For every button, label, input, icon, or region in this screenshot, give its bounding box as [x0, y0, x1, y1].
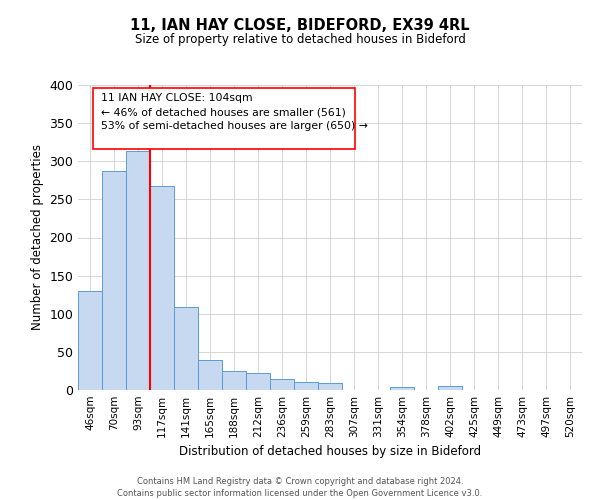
Bar	[150, 186, 174, 390]
Text: Size of property relative to detached houses in Bideford: Size of property relative to detached ho…	[134, 32, 466, 46]
Bar	[78, 291, 102, 390]
Bar	[126, 150, 150, 390]
Bar	[198, 360, 222, 390]
Bar	[174, 307, 198, 390]
Text: 11, IAN HAY CLOSE, BIDEFORD, EX39 4RL: 11, IAN HAY CLOSE, BIDEFORD, EX39 4RL	[130, 18, 470, 32]
X-axis label: Distribution of detached houses by size in Bideford: Distribution of detached houses by size …	[179, 446, 481, 458]
Text: Contains HM Land Registry data © Crown copyright and database right 2024.
Contai: Contains HM Land Registry data © Crown c…	[118, 476, 482, 498]
Bar	[102, 171, 126, 390]
Text: 11 IAN HAY CLOSE: 104sqm
← 46% of detached houses are smaller (561)
53% of semi-: 11 IAN HAY CLOSE: 104sqm ← 46% of detach…	[101, 92, 368, 132]
Bar	[318, 383, 342, 390]
Bar	[294, 382, 318, 390]
Bar	[246, 373, 270, 390]
Bar	[270, 380, 294, 390]
Bar	[390, 387, 414, 390]
Y-axis label: Number of detached properties: Number of detached properties	[31, 144, 44, 330]
FancyBboxPatch shape	[93, 88, 355, 149]
Bar	[222, 371, 246, 390]
Bar	[438, 386, 462, 390]
